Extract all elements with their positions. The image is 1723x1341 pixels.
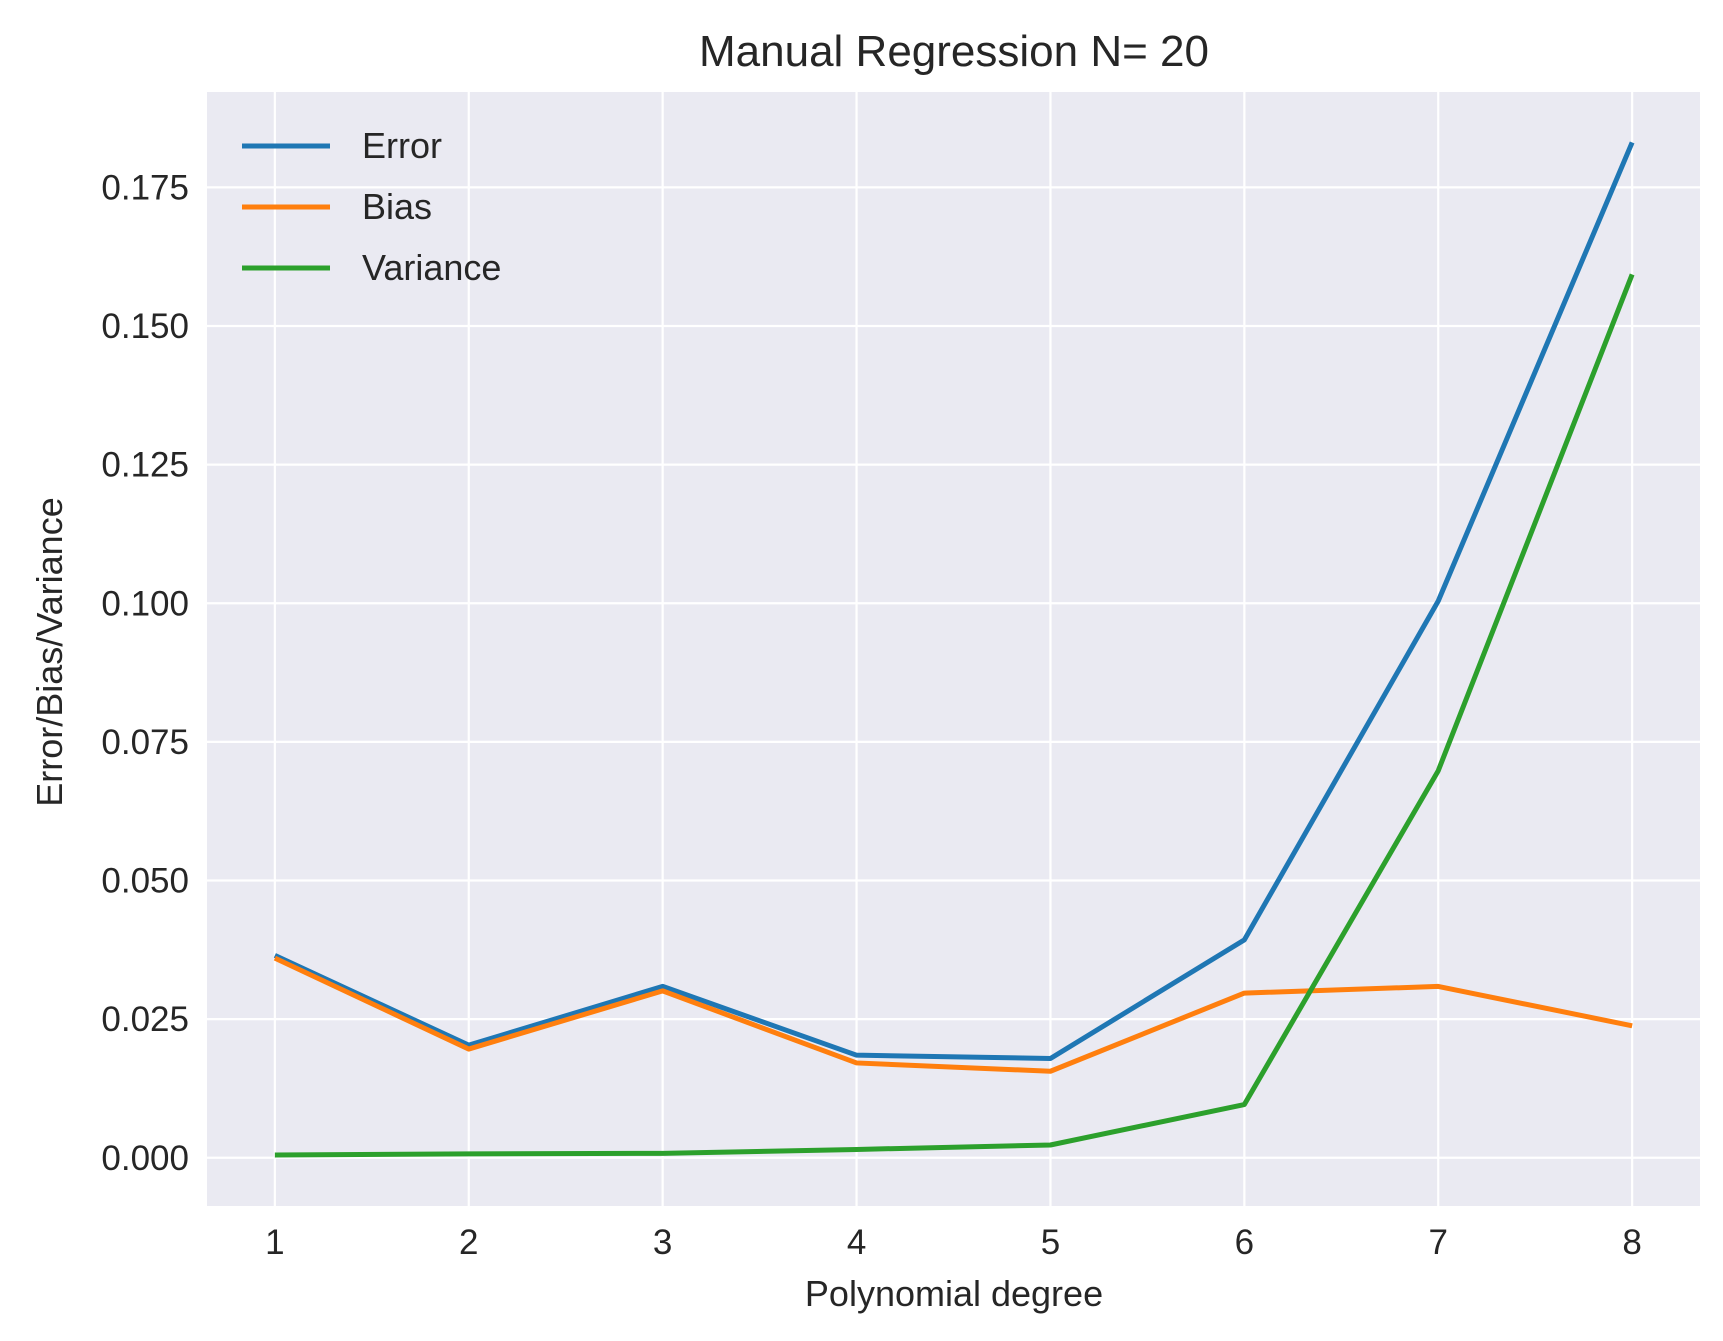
x-tick-label: 3 [653, 1223, 672, 1262]
x-tick-label: 4 [847, 1223, 866, 1262]
series-line-variance [274, 273, 1635, 1158]
x-tick-label: 1 [265, 1223, 284, 1262]
y-tick-labels: 0.000 0.025 0.050 0.075 0.100 0.125 0.150 0.175 [101, 168, 189, 1177]
grid [207, 92, 1700, 1206]
y-tick-label: 0.000 [101, 1139, 189, 1178]
plot-area [207, 92, 1700, 1206]
x-tick-labels: 1 2 3 4 5 6 7 8 [265, 1223, 1642, 1262]
legend-label-error: Error [362, 125, 442, 166]
series-line-bias [273, 955, 1633, 1074]
y-tick-label: 0.175 [101, 168, 189, 207]
x-tick-label: 5 [1041, 1223, 1060, 1262]
y-tick-label: 0.025 [101, 1000, 189, 1039]
y-tick-label: 0.125 [101, 446, 189, 485]
x-tick-label: 8 [1622, 1223, 1641, 1262]
legend-label-variance: Variance [362, 247, 501, 288]
y-axis-label: Error/Bias/Variance [29, 497, 70, 806]
series-lines [273, 141, 1635, 1158]
y-tick-label: 0.050 [101, 862, 189, 901]
y-tick-label: 0.075 [101, 723, 189, 762]
x-tick-label: 2 [459, 1223, 478, 1262]
x-tick-label: 7 [1429, 1223, 1448, 1262]
y-tick-label: 0.100 [101, 584, 189, 623]
x-axis-label: Polynomial degree [805, 1273, 1103, 1314]
legend-label-bias: Bias [362, 186, 432, 227]
x-tick-label: 6 [1235, 1223, 1254, 1262]
chart-title: Manual Regression N= 20 [699, 27, 1209, 76]
legend: Error Bias Variance [242, 125, 501, 288]
y-tick-label: 0.150 [101, 307, 189, 346]
series-line-error [273, 141, 1635, 1062]
